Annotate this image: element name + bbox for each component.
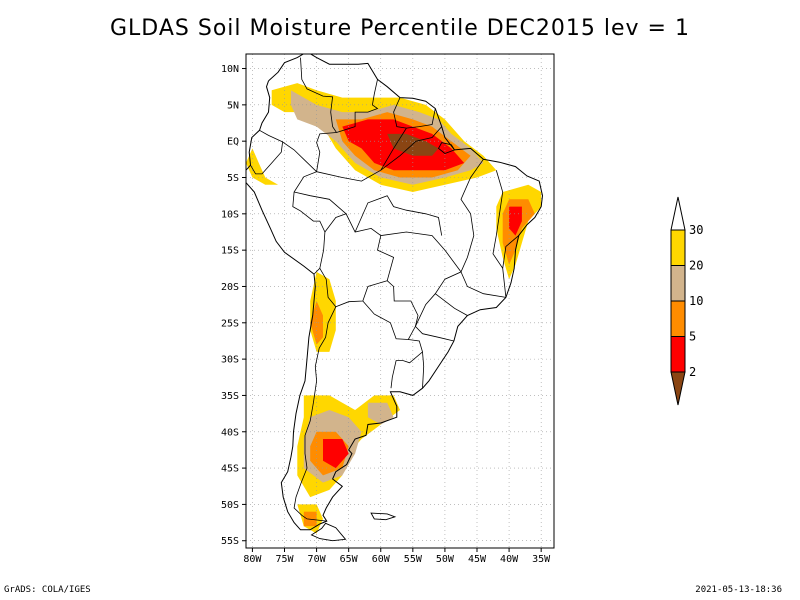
tick-label-lon: 60W [372, 554, 391, 565]
tick-label-lat: 25S [221, 318, 239, 329]
country-border [362, 280, 419, 340]
tick-label-lat: 55S [221, 536, 239, 547]
tick-label-lat: 35S [221, 391, 239, 402]
legend-label: 5 [689, 330, 696, 344]
country-border [380, 127, 407, 171]
tick-label-lon: 50W [436, 554, 455, 565]
legend-swatch [670, 196, 686, 231]
country-border [300, 57, 337, 133]
tick-label-lat: 45S [221, 464, 239, 475]
country-border [415, 159, 484, 327]
legend-label: 10 [689, 294, 703, 308]
tick-label-lat: 20S [221, 282, 239, 293]
tick-label-lat: 5S [227, 173, 239, 184]
legend-swatch [670, 336, 686, 373]
country-border [390, 339, 423, 389]
island-outline [310, 522, 347, 542]
coastlines-and-borders [246, 54, 544, 542]
country-border [354, 195, 443, 236]
island-outline [370, 512, 397, 521]
timestamp: 2021-05-13-18:36 [695, 585, 782, 595]
country-border [336, 79, 379, 133]
legend-swatch [670, 300, 686, 337]
chart-title: GLDAS Soil Moisture Percentile DEC2015 l… [110, 16, 690, 41]
tick-label-lat: 5N [227, 100, 239, 111]
legend-label: 20 [689, 259, 703, 273]
tick-label-lon: 35W [532, 554, 551, 565]
shaded-region-lt5 [323, 439, 349, 469]
legend-label: 30 [689, 223, 703, 237]
lat-lon-gridlines [246, 54, 554, 548]
country-border [294, 191, 347, 215]
country-border [282, 141, 317, 172]
island-outline [437, 142, 456, 155]
legend-swatch [670, 229, 686, 266]
tick-label-lat: 10S [221, 209, 239, 220]
country-border [313, 231, 326, 275]
shaded-region-lt20 [367, 402, 394, 425]
country-border [502, 235, 519, 269]
tick-label-lon: 80W [243, 554, 262, 565]
country-border [380, 231, 462, 273]
tick-label-lat: 40S [221, 427, 239, 438]
country-border [250, 129, 284, 175]
axis-tick-labels: 80W 75W 70W 65W 60W 55W 50W 45W 40W 35W 10N 5N EQ 5S 1… [221, 64, 551, 565]
country-border [316, 126, 443, 182]
legend-swatch [670, 371, 686, 406]
country-border [292, 132, 337, 233]
tick-label-lat: 30S [221, 355, 239, 366]
tick-label-lat: EQ [227, 137, 239, 148]
country-border [435, 293, 468, 316]
country-border [460, 271, 506, 298]
coastline [246, 54, 544, 531]
shaded-region-lt2 [387, 133, 439, 156]
tick-label-lon: 55W [404, 554, 423, 565]
percentile-shading [246, 83, 542, 534]
tick-label-lon: 65W [340, 554, 359, 565]
legend-swatch [670, 265, 686, 302]
tick-label-lon: 75W [275, 554, 294, 565]
country-border [422, 351, 425, 389]
tick-label-lon: 40W [500, 554, 519, 565]
country-border [293, 306, 337, 522]
map-frame [245, 53, 555, 549]
tick-label-lon: 45W [468, 554, 487, 565]
legend-label: 2 [689, 365, 696, 379]
shaded-region-lt30 [246, 148, 279, 185]
tick-label-lon: 70W [308, 554, 327, 565]
tick-label-lat: 15S [221, 246, 239, 257]
tick-label-lat: 10N [221, 64, 239, 75]
grads-credit: GrADS: COLA/IGES [4, 585, 91, 595]
color-legend: 2 5 10 20 30 [670, 196, 703, 406]
country-border [319, 213, 395, 308]
country-border [415, 326, 454, 342]
tick-label-lat: 50S [221, 500, 239, 511]
